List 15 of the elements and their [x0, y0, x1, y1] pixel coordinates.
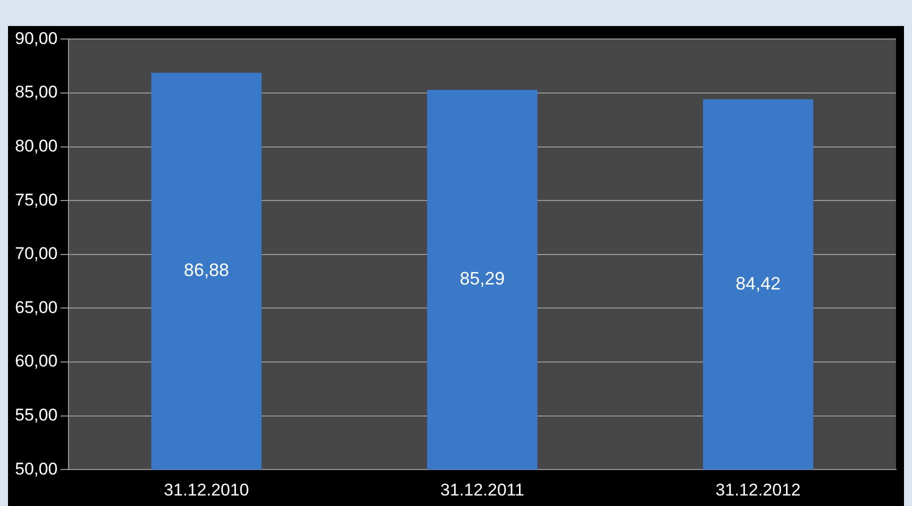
y-tick-label: 80,00 [14, 136, 58, 156]
y-tick-label: 75,00 [14, 190, 58, 210]
data-label: 85,29 [460, 268, 505, 289]
y-tick-label: 60,00 [14, 352, 58, 371]
data-label: 86,88 [184, 260, 229, 280]
y-tick-label: 55,00 [14, 405, 58, 424]
x-tick-label: 31.12.2010 [164, 480, 249, 500]
y-tick-label: 70,00 [14, 244, 58, 264]
x-tick-label: 31.12.2012 [716, 480, 801, 500]
x-tick-label: 31.12.2011 [440, 480, 524, 500]
data-label: 84,42 [736, 273, 781, 294]
y-tick-label: 85,00 [14, 82, 58, 102]
y-tick-label: 65,00 [14, 298, 58, 317]
y-tick-label: 50,00 [14, 459, 58, 478]
y-tick-label: 90,00 [14, 28, 58, 48]
